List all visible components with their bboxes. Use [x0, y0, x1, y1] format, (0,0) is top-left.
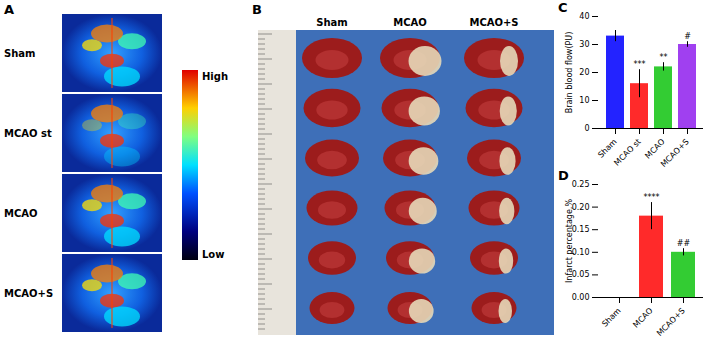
svg-text:MCAO+S: MCAO+S: [659, 137, 691, 168]
svg-text:Sham: Sham: [4, 48, 36, 59]
svg-text:MCAO: MCAO: [4, 208, 38, 219]
svg-text:0.00: 0.00: [572, 293, 590, 302]
html-text:D: D: [558, 168, 569, 183]
svg-text:30: 30: [579, 40, 589, 49]
svg-text:0.15: 0.15: [572, 225, 590, 234]
svg-text:MCAO: MCAO: [643, 137, 667, 161]
svg-text:Brain blood flow(PU): Brain blood flow(PU): [565, 32, 574, 114]
svg-text:Low: Low: [202, 249, 224, 260]
svg-text:MCAO: MCAO: [631, 306, 654, 329]
html-text:C: C: [558, 0, 568, 15]
svg-text:Sham: Sham: [316, 17, 348, 28]
svg-text:A: A: [4, 2, 14, 17]
svg-text:##: ##: [677, 239, 691, 248]
svg-text:0.25: 0.25: [572, 180, 590, 189]
svg-text:20: 20: [579, 68, 589, 77]
svg-text:MCAO: MCAO: [393, 17, 427, 28]
svg-text:0.05: 0.05: [572, 270, 590, 279]
svg-text:MCAO+S: MCAO+S: [4, 288, 53, 299]
svg-text:Sham: Sham: [600, 306, 623, 329]
svg-text:B: B: [252, 2, 262, 17]
svg-text:MCAO+S: MCAO+S: [655, 306, 687, 337]
svg-text:***: ***: [634, 60, 646, 69]
svg-text:High: High: [202, 71, 228, 82]
svg-text:10: 10: [579, 96, 589, 105]
svg-text:40: 40: [579, 12, 589, 21]
svg-text:**: **: [660, 53, 668, 62]
svg-text:0.20: 0.20: [572, 203, 590, 212]
svg-text:****: ****: [644, 193, 660, 202]
svg-text:Infarct percentage,%: Infarct percentage,%: [565, 199, 574, 283]
svg-text:Sham: Sham: [596, 137, 619, 160]
svg-text:0.10: 0.10: [572, 248, 590, 257]
svg-text:MCAO+S: MCAO+S: [469, 17, 518, 28]
svg-text:0: 0: [584, 124, 589, 133]
svg-text:MCAO st: MCAO st: [4, 128, 52, 139]
svg-text:#: #: [684, 32, 691, 41]
svg-text:MCAO st: MCAO st: [612, 137, 642, 167]
